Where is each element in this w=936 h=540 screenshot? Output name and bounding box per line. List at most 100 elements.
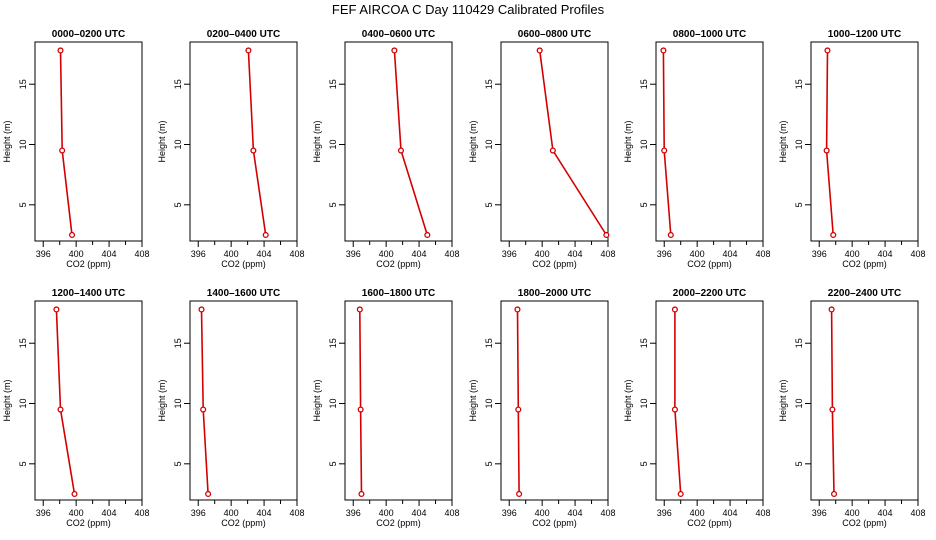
x-tick-label: 400 <box>690 249 705 259</box>
panel-title: 2200–2400 UTC <box>828 288 901 299</box>
panel-4: 0600–0800 UTC 396 400 404 408 5 10 15 CO2 (ppm) H… <box>468 29 616 269</box>
y-axis-label: Height (m) <box>623 120 633 162</box>
profile-line <box>55 309 76 495</box>
x-tick-label: 396 <box>36 508 51 518</box>
x-tick-label: 404 <box>257 508 272 518</box>
y-tick-label: 15 <box>18 79 28 89</box>
y-axis-label: Height (m) <box>623 379 633 421</box>
y-tick-label: 10 <box>173 140 183 150</box>
panel-title: 2000–2200 UTC <box>673 288 746 299</box>
x-tick-label: 400 <box>69 249 84 259</box>
profile-line <box>674 309 682 495</box>
x-tick-label: 400 <box>379 508 394 518</box>
data-point <box>262 231 269 239</box>
panel-title: 1600–1800 UTC <box>362 288 435 299</box>
data-point <box>830 231 837 239</box>
data-point <box>823 147 830 154</box>
x-axis-label: CO2 (ppm) <box>842 259 887 269</box>
x-tick-label: 400 <box>224 508 239 518</box>
x-tick-label: 396 <box>36 249 51 259</box>
panel-title: 1200–1400 UTC <box>52 288 125 299</box>
data-point <box>356 306 363 313</box>
x-tick-label: 408 <box>910 249 925 259</box>
y-tick-label: 10 <box>639 140 649 150</box>
y-tick-label: 5 <box>639 461 649 466</box>
x-tick-label: 404 <box>412 249 427 259</box>
panel-title: 0600–0800 UTC <box>518 29 591 40</box>
x-tick-label: 400 <box>845 508 860 518</box>
data-point <box>424 231 431 239</box>
profile-line <box>516 309 520 495</box>
y-tick-label: 15 <box>639 338 649 348</box>
y-tick-label: 10 <box>328 140 338 150</box>
panel-6: 1000–1200 UTC 396 400 404 408 5 10 15 CO2 (ppm) H… <box>778 29 926 269</box>
panel-title: 1400–1600 UTC <box>207 288 280 299</box>
data-point <box>198 306 205 313</box>
x-tick-label: 404 <box>878 249 893 259</box>
y-tick-label: 5 <box>328 202 338 207</box>
data-point <box>250 147 257 154</box>
y-tick-label: 15 <box>639 79 649 89</box>
data-point <box>245 47 252 54</box>
data-point <box>397 147 405 154</box>
profile-line <box>359 309 363 495</box>
y-tick-label: 5 <box>639 202 649 207</box>
x-tick-label: 408 <box>755 508 770 518</box>
panel-title: 0200–0400 UTC <box>207 29 280 40</box>
x-tick-label: 400 <box>535 508 550 518</box>
y-axis-label: Height (m) <box>778 379 788 421</box>
x-tick-label: 400 <box>69 508 84 518</box>
plot-frame <box>344 41 453 242</box>
data-point <box>516 490 523 498</box>
profile-line <box>59 50 73 236</box>
y-tick-label: 15 <box>18 338 28 348</box>
plot-frame <box>344 300 453 501</box>
x-tick-label: 396 <box>346 249 361 259</box>
panel-3: 0400–0600 UTC 396 400 404 408 5 10 15 CO2 (ppm) H… <box>312 29 460 269</box>
x-axis-label: CO2 (ppm) <box>687 259 732 269</box>
x-tick-label: 408 <box>600 508 615 518</box>
panel-12: 2200–2400 UTC 396 400 404 408 5 10 15 CO2 (ppm) H… <box>778 288 926 528</box>
y-tick-label: 10 <box>173 399 183 409</box>
x-tick-label: 396 <box>191 508 206 518</box>
profile-line <box>200 309 209 495</box>
profile-line <box>825 50 834 236</box>
panel-9: 1600–1800 UTC 396 400 404 408 5 10 15 CO2 (ppm) H… <box>312 288 460 528</box>
data-point <box>829 406 836 413</box>
x-tick-label: 408 <box>755 249 770 259</box>
panel-7: 1200–1400 UTC 396 400 404 408 5 10 15 CO2 (ppm) H… <box>2 288 150 528</box>
y-tick-label: 15 <box>794 79 804 89</box>
x-tick-label: 400 <box>224 249 239 259</box>
x-tick-label: 400 <box>690 508 705 518</box>
plot-frame <box>500 41 609 242</box>
y-tick-label: 5 <box>173 202 183 207</box>
data-point <box>549 147 556 154</box>
x-tick-label: 404 <box>102 249 117 259</box>
x-tick-label: 396 <box>346 508 361 518</box>
x-tick-label: 408 <box>444 508 459 518</box>
y-axis-label: Height (m) <box>2 379 12 421</box>
y-tick-label: 15 <box>794 338 804 348</box>
plot-frame <box>34 41 143 242</box>
data-point <box>661 147 668 154</box>
y-tick-label: 15 <box>173 79 183 89</box>
y-tick-label: 10 <box>794 399 804 409</box>
y-tick-label: 15 <box>484 79 494 89</box>
x-tick-label: 404 <box>878 508 893 518</box>
data-point <box>53 306 60 313</box>
data-point <box>671 306 678 313</box>
x-tick-label: 404 <box>723 249 738 259</box>
x-axis-label: CO2 (ppm) <box>376 518 421 528</box>
x-tick-label: 396 <box>657 508 672 518</box>
y-tick-label: 5 <box>18 461 28 466</box>
y-tick-label: 10 <box>18 399 28 409</box>
y-axis-label: Height (m) <box>157 379 167 421</box>
data-point <box>667 231 674 239</box>
y-axis-label: Height (m) <box>468 379 478 421</box>
x-tick-label: 400 <box>535 249 550 259</box>
data-point <box>824 47 831 54</box>
figure-title: FEF AIRCOA C Day 110429 Calibrated Profi… <box>331 2 605 17</box>
profile-line <box>662 50 672 236</box>
y-tick-label: 15 <box>328 79 338 89</box>
x-axis-label: CO2 (ppm) <box>376 259 421 269</box>
